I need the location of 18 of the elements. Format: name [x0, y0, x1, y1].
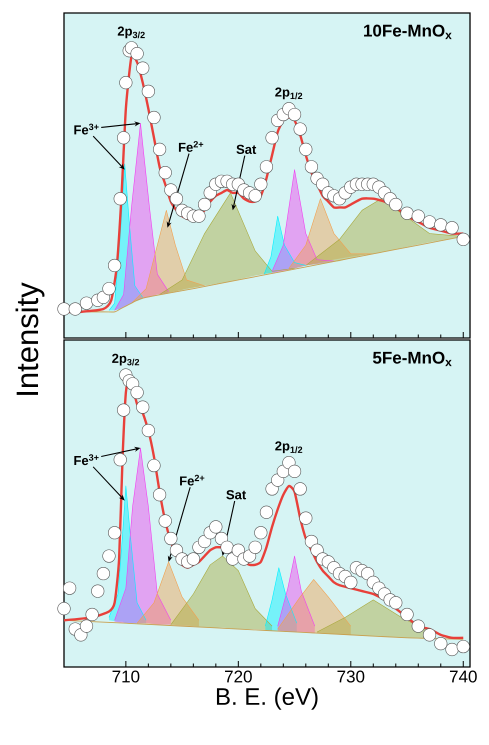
annotation: 2p$_{1/2}$: [275, 441, 302, 454]
annotation: Fe$^{3+}$: [74, 454, 99, 466]
annotation: Fe$^{3+}$: [74, 124, 99, 134]
annotation: 2p$_{3/2}$: [112, 354, 140, 366]
chart-title: 5Fe-MnO$_{x}$: [372, 352, 452, 366]
annotation: 2p$_{3/2}$: [118, 26, 145, 38]
x-tick-label: 720: [225, 670, 252, 683]
x-tick-label: 710: [112, 670, 140, 683]
x-tick-label: 740: [450, 670, 477, 683]
annotation: Sat: [236, 144, 256, 154]
annotation: Sat: [226, 490, 246, 500]
x-tick-label: 730: [337, 670, 364, 683]
chart-title: 10Fe-MnO$_{x}$: [364, 24, 452, 40]
y-axis-title: Intensity: [16, 282, 44, 395]
x-axis-title: B. E. (eV): [216, 687, 318, 710]
annotation: Fe$^{2+}$: [178, 141, 204, 152]
annotation: 2p$_{1/2}$: [275, 87, 302, 100]
annotation: Fe$^{2+}$: [180, 474, 204, 486]
